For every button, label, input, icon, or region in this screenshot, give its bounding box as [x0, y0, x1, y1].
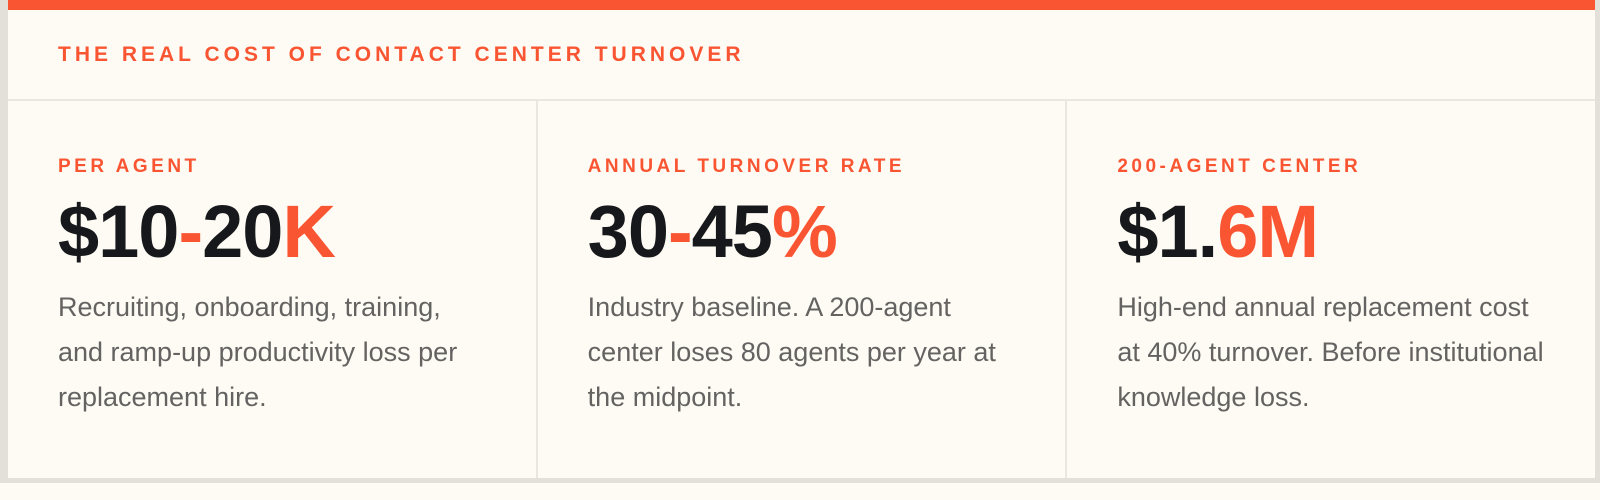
stat-value-part: 20 — [202, 190, 283, 273]
stats-card: THE REAL COST OF CONTACT CENTER TURNOVER… — [8, 0, 1595, 478]
stat-value-part: - — [667, 190, 693, 273]
stat-card-per-agent: PER AGENT $10-20K Recruiting, onboarding… — [8, 101, 536, 478]
stat-description: Industry baseline. A 200-agent center lo… — [587, 292, 996, 412]
stat-description: Recruiting, onboarding, training, and ra… — [58, 292, 458, 412]
stat-label: ANNUAL TURNOVER RATE — [587, 156, 906, 177]
stat-value-part: $10 — [58, 190, 179, 273]
stat-value: $10-20K — [58, 194, 486, 270]
stat-label: PER AGENT — [58, 156, 200, 177]
banner-title: THE REAL COST OF CONTACT CENTER TURNOVER — [58, 42, 745, 66]
stat-value-part: $1. — [1117, 190, 1218, 273]
stat-card-200-agent-center: 200-AGENT CENTER $1.6M High-end annual r… — [1065, 101, 1595, 478]
stat-value: $1.6M — [1117, 194, 1545, 270]
stat-value-part: K — [282, 190, 335, 273]
top-accent-bar — [8, 0, 1595, 10]
stat-value-part: 6M — [1217, 190, 1319, 273]
stat-value-part: % — [771, 190, 838, 273]
stat-value-part: - — [178, 190, 203, 273]
stat-value-part: 30 — [587, 190, 669, 273]
next-section-edge — [0, 483, 1600, 500]
stat-description: High-end annual replacement cost at 40% … — [1117, 292, 1544, 412]
stats-row: PER AGENT $10-20K Recruiting, onboarding… — [8, 101, 1595, 478]
page-edge-left — [0, 0, 8, 483]
section-divider — [0, 478, 1600, 483]
banner: THE REAL COST OF CONTACT CENTER TURNOVER — [8, 10, 1595, 101]
stat-label: 200-AGENT CENTER — [1117, 156, 1362, 177]
stat-card-annual-turnover-rate: ANNUAL TURNOVER RATE 30-45% Industry bas… — [535, 101, 1066, 478]
stat-value-part: 45 — [691, 190, 773, 273]
stat-value: 30-45% — [588, 194, 1016, 270]
page-edge-right — [1595, 0, 1600, 483]
